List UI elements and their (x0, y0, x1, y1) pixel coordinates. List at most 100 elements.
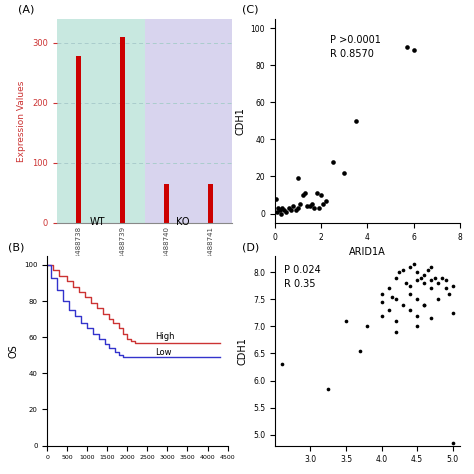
Point (378, 298, 385, 306)
Point (272, 195, 280, 202)
Point (431, 274, 439, 282)
Bar (164, 184, 169, 223)
Point (285, 204, 292, 212)
Point (420, 279, 428, 287)
Point (290, 202, 297, 210)
Point (428, 285, 435, 292)
Point (322, 197, 329, 204)
Point (413, 295, 421, 303)
Point (278, 361, 286, 368)
Point (392, 317, 400, 325)
Point (378, 312, 385, 319)
Bar (145, 19, 232, 223)
Text: High: High (155, 332, 175, 341)
Bar (120, 37, 125, 223)
Point (420, 301, 428, 309)
Point (392, 295, 400, 303)
Bar (76, 56, 82, 223)
Point (273, 208, 281, 216)
Point (417, 274, 425, 282)
Point (406, 282, 414, 290)
Point (395, 268, 403, 276)
Bar (57, 19, 145, 223)
Point (315, 204, 323, 212)
Text: (B): (B) (8, 242, 24, 252)
Text: P >0.0001
R 0.8570: P >0.0001 R 0.8570 (330, 35, 381, 59)
Text: (A): (A) (18, 5, 35, 15)
Point (410, 46, 417, 54)
Point (287, 206, 295, 214)
Point (329, 158, 337, 165)
Point (438, 274, 446, 282)
Text: P 0.024
R 0.35: P 0.024 R 0.35 (284, 265, 321, 290)
Point (403, 279, 410, 287)
Point (294, 174, 302, 182)
Point (410, 260, 418, 268)
Point (420, 271, 428, 279)
Point (274, 204, 282, 212)
Point (310, 204, 318, 212)
Point (420, 301, 428, 309)
Point (292, 206, 300, 214)
Bar (208, 184, 213, 223)
Point (385, 306, 392, 314)
Point (277, 210, 284, 217)
Point (283, 208, 290, 216)
Point (297, 201, 304, 208)
Point (319, 201, 327, 208)
Point (445, 290, 453, 298)
Point (276, 206, 283, 214)
Point (413, 276, 421, 284)
Point (428, 314, 435, 322)
Point (435, 295, 442, 303)
Point (449, 439, 456, 447)
Point (299, 191, 306, 199)
Point (428, 276, 435, 284)
Text: KO: KO (176, 217, 189, 227)
Point (317, 191, 325, 199)
Point (280, 206, 288, 214)
Point (449, 282, 456, 290)
Point (392, 328, 400, 336)
Point (424, 266, 432, 273)
Point (313, 189, 320, 197)
Point (306, 202, 313, 210)
Point (308, 201, 316, 208)
Point (352, 117, 360, 125)
Text: (D): (D) (242, 242, 259, 252)
Point (399, 301, 407, 309)
Point (442, 285, 449, 292)
Y-axis label: OS: OS (9, 344, 18, 358)
Point (428, 263, 435, 271)
Point (442, 276, 449, 284)
Point (378, 290, 385, 298)
Point (406, 263, 414, 271)
Point (389, 293, 396, 301)
Point (406, 290, 414, 298)
Point (356, 347, 364, 355)
Point (294, 204, 302, 212)
Point (435, 279, 442, 287)
Point (340, 169, 348, 176)
Y-axis label: Expression Values: Expression Values (18, 80, 27, 162)
Point (406, 306, 414, 314)
Point (303, 202, 311, 210)
Text: WT: WT (90, 217, 105, 227)
Y-axis label: CDH1: CDH1 (237, 337, 247, 365)
Point (413, 323, 421, 330)
Point (392, 274, 400, 282)
Point (301, 189, 309, 197)
Point (413, 312, 421, 319)
Point (278, 204, 286, 212)
Point (385, 285, 392, 292)
Point (413, 268, 421, 276)
Point (403, 43, 410, 51)
Point (324, 385, 332, 392)
Point (342, 317, 350, 325)
Text: (C): (C) (242, 5, 258, 15)
Y-axis label: CDH1: CDH1 (235, 107, 245, 135)
Point (364, 323, 371, 330)
Text: Low: Low (155, 348, 172, 357)
Point (399, 266, 407, 273)
Point (449, 309, 456, 317)
